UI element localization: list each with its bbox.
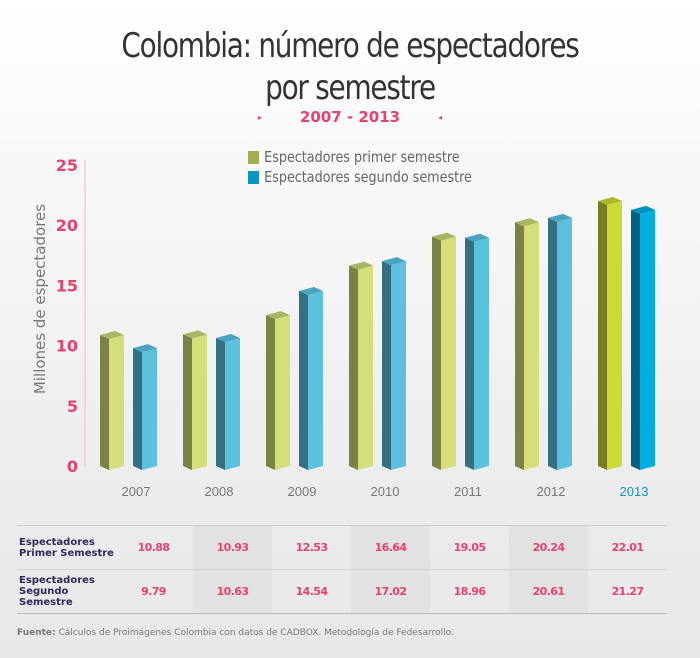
bar-top-green [515, 218, 539, 227]
arrow-left-icon: ◂ [438, 113, 443, 122]
bar-side-blue [299, 290, 308, 470]
x-tick-label: 2013 [620, 484, 649, 499]
bar-top-green [349, 261, 373, 270]
bar-segundo-2013 [640, 209, 655, 471]
table-row: Espectadores Segundo Semestre 9.79 10.63 1… [17, 569, 667, 613]
table-cell: 10.63 [193, 570, 272, 613]
bar-segundo-2011 [474, 237, 489, 470]
x-tick-label: 2011 [454, 484, 482, 499]
arrow-right-icon: ▸ [257, 113, 262, 122]
bar-side-green [349, 265, 358, 470]
bar-side-blue [465, 237, 474, 470]
legend: Espectadores primer semestre Espectadore… [248, 147, 472, 187]
legend-label: Espectadores primer semestre [264, 148, 460, 166]
bar-primer-2007 [109, 335, 124, 470]
bar-segundo-2009 [308, 290, 323, 470]
legend-label: Espectadores segundo semestre [264, 168, 472, 186]
legend-item-segundo: Espectadores segundo semestre [248, 167, 472, 187]
bar-primer-2008 [192, 334, 207, 470]
bar-primer-2013 [607, 200, 622, 470]
year-range: 2007 - 2013 [299, 108, 401, 126]
bar-side-blue [216, 338, 225, 470]
table-cell: 16.64 [351, 526, 430, 569]
bar-primer-2010 [358, 265, 373, 470]
y-tick-label: 5 [67, 397, 78, 416]
bar-top-blue [465, 233, 489, 242]
y-tick-label: 25 [56, 156, 78, 175]
x-tick-label: 2007 [122, 484, 151, 499]
x-tick-label: 2008 [205, 484, 234, 499]
source-note: Fuente: Cálculos de Proimágenes Colombia… [17, 628, 454, 638]
bar-side-green [183, 334, 192, 470]
legend-swatch-green [248, 150, 260, 164]
data-table: Espectadores Primer Semestre 10.88 10.93 1… [17, 525, 667, 614]
bar-side-blue [382, 261, 391, 470]
bar-top-green [100, 331, 124, 340]
table-cell: 14.54 [295, 585, 328, 598]
bar-side-green [432, 236, 441, 470]
bar-segundo-2012 [557, 217, 572, 470]
chart-subtitle: ▸ 2007 - 2013 ◂ [0, 108, 700, 126]
source-label: Fuente: [17, 628, 56, 638]
table-cell: 21.27 [611, 585, 644, 598]
bar-side-blue [548, 217, 557, 470]
table-cell: 10.93 [193, 526, 272, 569]
bar-top-blue [382, 257, 406, 266]
bar-chart: 0 5 10 15 20 25 2007 2008 2009 2010 2011 2012 2013 [56, 156, 655, 499]
title-line-1: Colombia: número de espectadores [121, 26, 579, 66]
y-tick-label: 20 [56, 216, 78, 235]
table-cell: 19.05 [453, 541, 486, 554]
x-tick-label: 2012 [537, 484, 566, 499]
legend-item-primer: Espectadores primer semestre [248, 147, 472, 167]
chart-title: Colombia: número de espectadores por sem… [63, 25, 637, 109]
table-cell: 18.96 [453, 585, 486, 598]
bar-top-blue [216, 334, 240, 343]
bar-top-green [598, 196, 622, 205]
table-cell: 20.24 [509, 526, 588, 569]
x-tick-label: 2010 [371, 484, 400, 499]
bar-top-blue [548, 213, 572, 222]
bar-top-blue [631, 205, 655, 214]
table-cell: 17.02 [351, 570, 430, 613]
x-tick-label: 2009 [288, 484, 317, 499]
y-tick-label: 10 [56, 337, 78, 356]
bar-top-green [266, 311, 290, 320]
bar-primer-2011 [441, 236, 456, 470]
title-line-2: por semestre [265, 68, 436, 108]
bar-side-blue [133, 348, 142, 470]
source-text: Cálculos de Proimágenes Colombia con dat… [55, 628, 454, 638]
table-cell: 22.01 [611, 541, 644, 554]
bar-segundo-2010 [391, 261, 406, 470]
table-cell: 9.79 [141, 585, 166, 598]
bar-top-green [183, 330, 207, 339]
table-cell: 12.53 [295, 541, 328, 554]
row-header: Espectadores Segundo Semestre [19, 575, 95, 608]
legend-swatch-blue [248, 170, 260, 184]
bar-side-green [100, 335, 109, 470]
table-row: Espectadores Primer Semestre 10.88 10.93 1… [17, 526, 667, 569]
table-cell: 10.88 [137, 541, 170, 554]
bar-top-green [432, 232, 456, 241]
bar-primer-2012 [524, 222, 539, 470]
bar-side-green [598, 200, 607, 470]
bar-primer-2009 [275, 315, 290, 470]
bar-top-blue [133, 344, 157, 353]
bar-top-blue [299, 286, 323, 295]
y-tick-label: 15 [56, 276, 78, 295]
bar-side-green [515, 222, 524, 470]
bar-segundo-2007 [142, 348, 157, 470]
table-cell: 20.61 [509, 570, 588, 613]
bar-segundo-2008 [225, 338, 240, 470]
y-tick-label: 0 [67, 457, 78, 476]
bar-side-green [266, 315, 275, 470]
row-header: Espectadores Primer Semestre [19, 536, 114, 559]
bar-side-blue [631, 209, 640, 471]
